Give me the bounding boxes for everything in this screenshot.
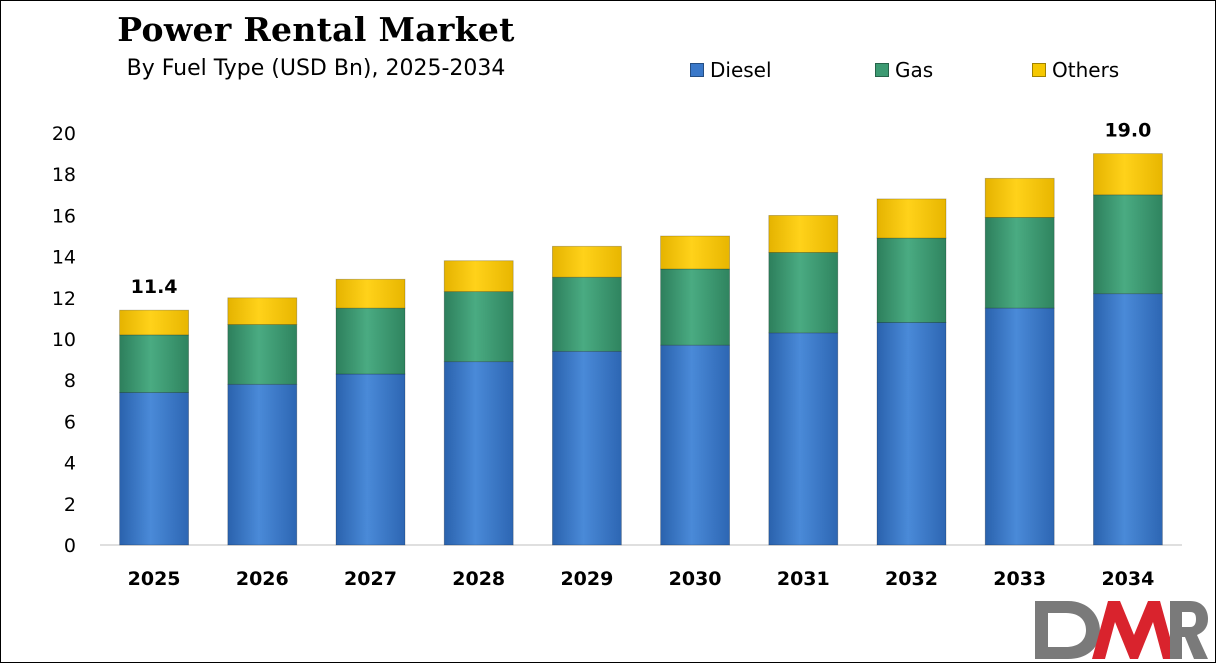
legend: Diesel Gas Others bbox=[0, 58, 1216, 84]
bar-segment-others-2026 bbox=[227, 297, 298, 325]
x-tick-label: 2031 bbox=[777, 568, 830, 590]
x-tick-label: 2027 bbox=[344, 568, 397, 590]
x-tick-label: 2029 bbox=[560, 568, 613, 590]
bar-segment-diesel-2031 bbox=[768, 332, 839, 546]
bar-segment-diesel-2032 bbox=[876, 322, 947, 546]
x-tick-label: 2034 bbox=[1101, 568, 1154, 590]
bar-segment-gas-2027 bbox=[335, 307, 406, 375]
chart-subtitle: By Fuel Type (USD Bn), 2025-2034 bbox=[126, 56, 506, 81]
x-tick-label: 2030 bbox=[669, 568, 722, 590]
bar-segment-others-2031 bbox=[768, 214, 839, 253]
bar-segment-diesel-2025 bbox=[119, 392, 189, 546]
y-tick-label: 18 bbox=[52, 164, 76, 186]
x-tick-label: 2026 bbox=[236, 568, 289, 590]
bar-segment-diesel-2027 bbox=[335, 373, 406, 546]
legend-swatch-others bbox=[1032, 63, 1046, 77]
bars bbox=[119, 153, 1163, 546]
y-tick-label: 4 bbox=[64, 453, 76, 475]
bar-segment-others-2033 bbox=[984, 177, 1055, 218]
bar-segment-others-2028 bbox=[443, 260, 514, 293]
dmr-logo bbox=[1035, 601, 1208, 659]
y-tick-label: 20 bbox=[52, 123, 76, 145]
chart-title: Power Rental Market bbox=[117, 10, 515, 49]
bar-segment-diesel-2030 bbox=[660, 344, 730, 546]
data-label-2025: 11.4 bbox=[131, 276, 178, 298]
y-tick-label: 14 bbox=[52, 247, 76, 269]
bar-segment-gas-2033 bbox=[984, 217, 1055, 309]
bar-segment-gas-2028 bbox=[443, 291, 514, 363]
bar-segment-gas-2030 bbox=[660, 268, 730, 346]
y-tick-label: 2 bbox=[64, 494, 76, 516]
bar-segment-diesel-2028 bbox=[443, 361, 514, 546]
bar-segment-others-2030 bbox=[660, 235, 730, 270]
x-tick-label: 2025 bbox=[128, 568, 181, 590]
bar-segment-others-2034 bbox=[1093, 153, 1163, 196]
legend-label-diesel: Diesel bbox=[710, 58, 772, 82]
bar-segment-others-2032 bbox=[876, 198, 947, 239]
bar-segment-gas-2025 bbox=[119, 334, 189, 393]
bar-segment-gas-2032 bbox=[876, 237, 947, 323]
bar-segment-gas-2029 bbox=[552, 276, 622, 352]
y-tick-label: 0 bbox=[64, 535, 76, 557]
bar-segment-others-2025 bbox=[119, 309, 189, 336]
y-tick-label: 16 bbox=[52, 205, 76, 227]
y-tick-label: 10 bbox=[52, 329, 76, 351]
y-tick-label: 6 bbox=[64, 411, 76, 433]
y-tick-label: 12 bbox=[52, 288, 76, 310]
bar-segment-diesel-2033 bbox=[984, 307, 1055, 546]
bar-segment-gas-2034 bbox=[1093, 194, 1163, 295]
legend-item-diesel: Diesel bbox=[690, 58, 772, 82]
bar-segment-diesel-2026 bbox=[227, 383, 298, 546]
x-tick-label: 2028 bbox=[452, 568, 505, 590]
bar-segment-gas-2031 bbox=[768, 252, 839, 334]
data-label-2034: 19.0 bbox=[1104, 120, 1151, 142]
legend-label-gas: Gas bbox=[895, 58, 934, 82]
legend-swatch-diesel bbox=[690, 63, 704, 77]
bar-segment-gas-2026 bbox=[227, 324, 298, 385]
bar-segment-diesel-2029 bbox=[552, 350, 622, 546]
y-tick-label: 8 bbox=[64, 370, 76, 392]
labels: 2025 11.4 2026 2027 2028 2029 2030 2031 2032 2033… bbox=[128, 120, 1155, 590]
bar-segment-diesel-2034 bbox=[1093, 293, 1163, 546]
bar-segment-others-2029 bbox=[552, 245, 622, 278]
legend-swatch-gas bbox=[875, 63, 889, 77]
legend-item-gas: Gas bbox=[875, 58, 933, 82]
legend-item-others: Others bbox=[1032, 58, 1119, 82]
x-tick-label: 2033 bbox=[993, 568, 1046, 590]
x-tick-label: 2032 bbox=[885, 568, 938, 590]
legend-label-others: Others bbox=[1052, 58, 1120, 82]
bar-segment-others-2027 bbox=[335, 278, 406, 309]
logo-mark bbox=[1035, 601, 1208, 659]
